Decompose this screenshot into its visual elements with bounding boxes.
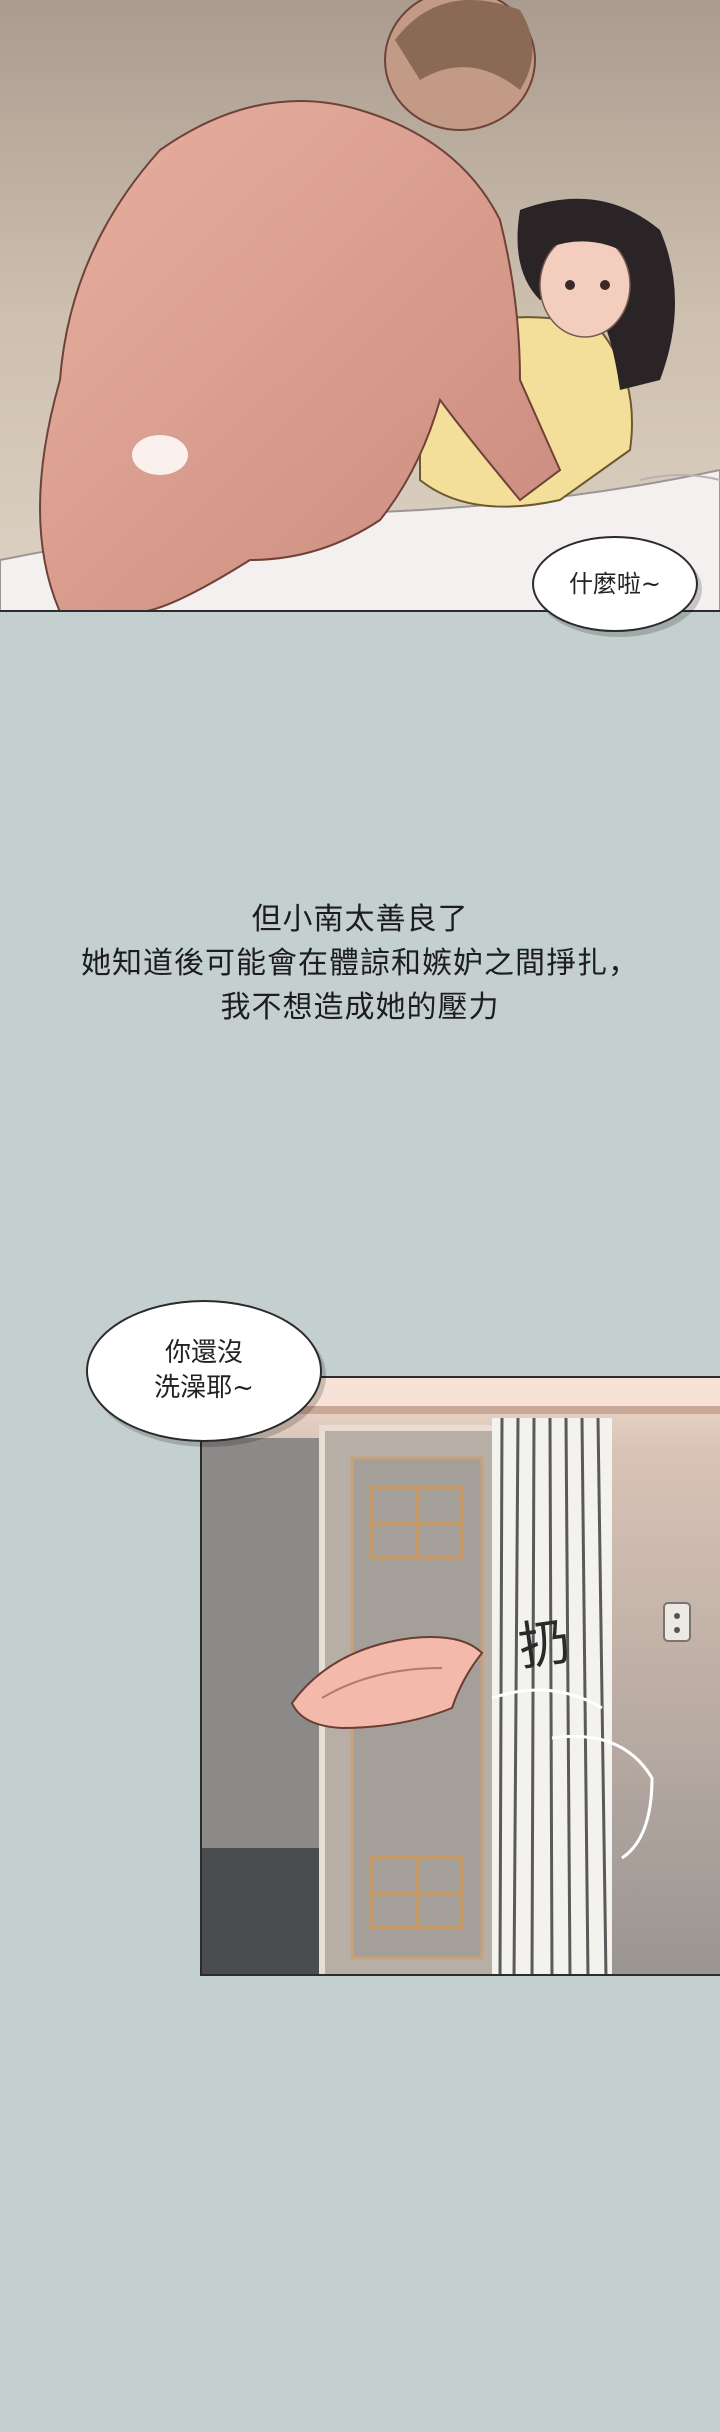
speech-text-2-line-1: 你還沒 (164, 1337, 243, 1368)
man-figure (39, 100, 562, 610)
striped-curtain (492, 1417, 612, 1974)
censor-blur (132, 435, 188, 475)
panel-2-illustration (202, 1378, 720, 1974)
speech-bubble-2: 你還沒 洗澡耶~ (86, 1300, 322, 1442)
sound-effect: 扔 (514, 1611, 575, 1679)
speech-text-2-line-2: 洗澡耶~ (154, 1373, 254, 1403)
speech-bubble-1: 什麼啦~ (532, 536, 698, 632)
dark-cabinet (202, 1848, 322, 1974)
comic-panel-2 (200, 1376, 720, 1976)
narration-line-1: 但小南太善良了 (251, 902, 469, 937)
narration-line-2: 她知道後可能會在體諒和嫉妒之間掙扎， (81, 946, 639, 981)
speech-text-1: 什麼啦~ (568, 569, 662, 598)
narration-line-3: 我不想造成她的壓力 (220, 990, 500, 1025)
panel-1-illustration (0, 0, 720, 610)
narration-text: 但小南太善良了 她知道後可能會在體諒和嫉妒之間掙扎， 我不想造成她的壓力 (0, 898, 720, 1030)
wall-outlet (663, 1602, 691, 1642)
comic-panel-1 (0, 0, 720, 612)
girl-face (539, 232, 631, 338)
thrown-clothing (290, 1636, 484, 1730)
